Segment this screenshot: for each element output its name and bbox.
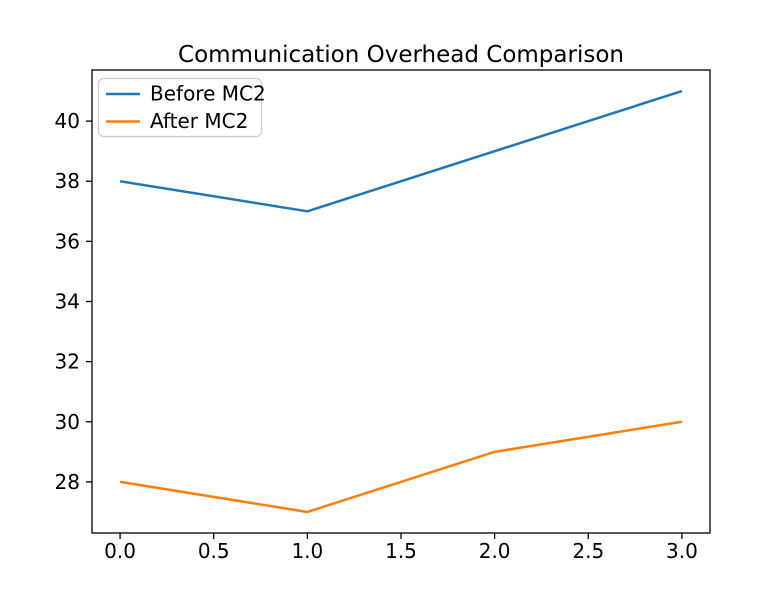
y-tick-label: 30	[55, 410, 80, 434]
series-line-after-mc2	[119, 420, 683, 514]
x-axis: 0.0 0.5 1.0 1.5 2.0 2.5 3.0	[104, 533, 698, 563]
y-tick-label: 32	[55, 350, 80, 374]
y-tick-label: 36	[55, 229, 80, 253]
y-tick-label: 28	[55, 470, 80, 494]
x-tick-label: 0.5	[198, 539, 230, 563]
chart-title: Communication Overhead Comparison	[178, 42, 624, 68]
x-tick-label: 1.0	[291, 539, 323, 563]
x-tick-label: 2.5	[572, 539, 604, 563]
x-tick-label: 2.0	[479, 539, 511, 563]
x-tick-label: 1.5	[385, 539, 417, 563]
y-tick-label: 34	[55, 290, 80, 314]
x-tick-label: 3.0	[666, 539, 698, 563]
x-tick-label: 0.0	[104, 539, 136, 563]
plot-border	[91, 69, 711, 534]
y-axis: 28 30 32 34 36 38 40	[55, 109, 92, 494]
y-tick-label: 40	[55, 109, 80, 133]
legend-label-before-mc2: Before MC2	[150, 82, 266, 106]
series-lines	[119, 89, 683, 514]
series-line-before-mc2	[119, 89, 683, 213]
legend-label-after-mc2: After MC2	[150, 109, 248, 133]
y-tick-label: 38	[55, 169, 80, 193]
legend: Before MC2 After MC2	[97, 77, 266, 138]
